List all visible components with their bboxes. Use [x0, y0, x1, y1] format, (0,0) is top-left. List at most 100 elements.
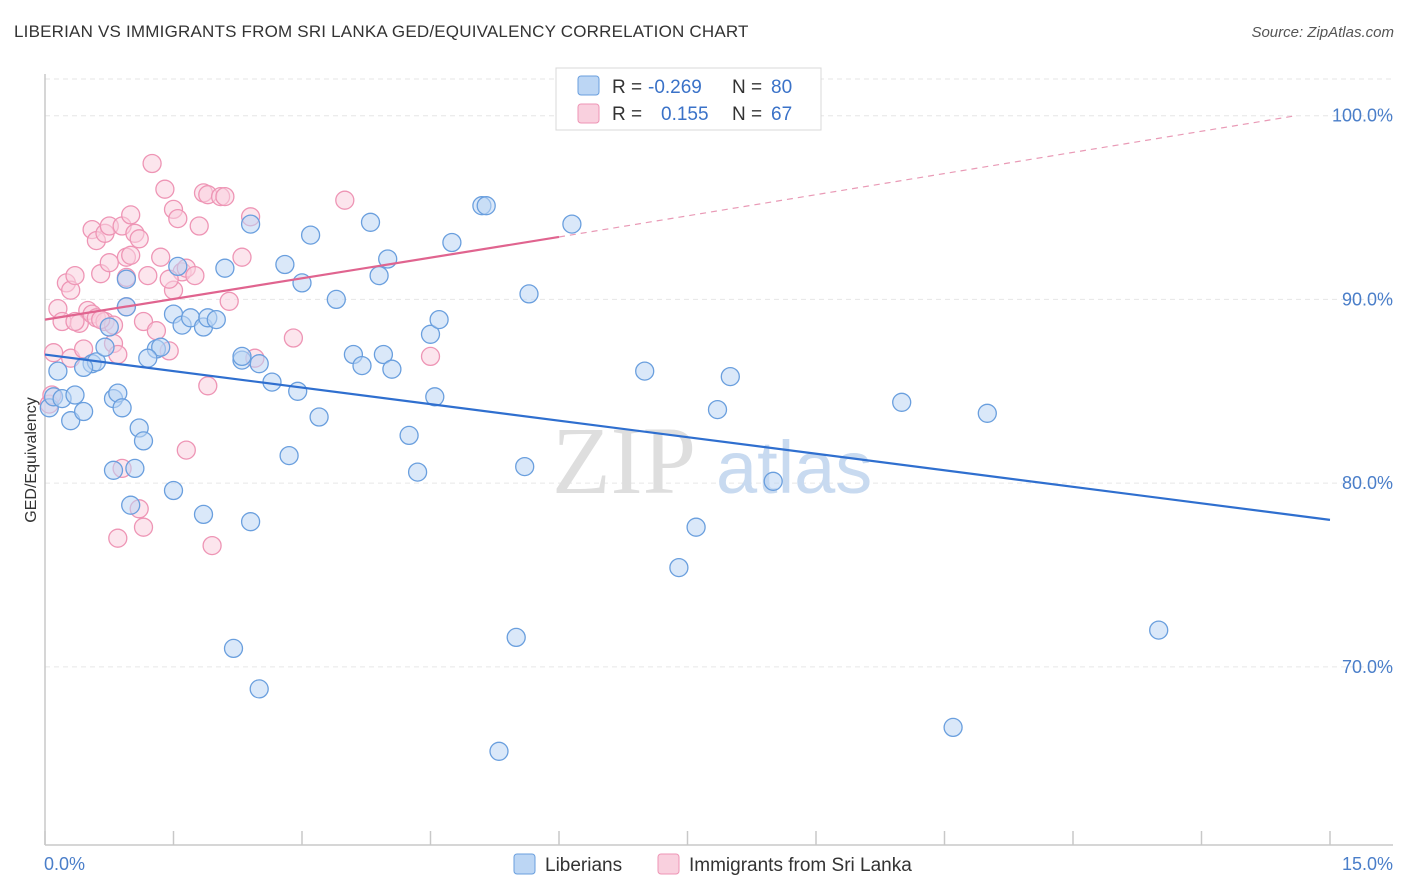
liberian-point — [300, 225, 321, 245]
series-liberians-points — [39, 196, 1169, 761]
sri-lanka-trend-line — [44, 235, 560, 321]
watermark-zip: ZIP — [552, 407, 696, 514]
correlation-legend: R = -0.269 N = 80 R = 0.155 N = 67 — [555, 67, 822, 131]
legend-swatch-pink — [577, 103, 600, 124]
liberian-point — [48, 361, 68, 381]
sri-lanka-point — [420, 346, 441, 367]
liberian-point — [420, 324, 441, 344]
y-axis-tick-labels: 100.0% 90.0% 80.0% 70.0% — [1332, 106, 1393, 677]
liberian-point — [73, 401, 94, 422]
sri-lanka-point — [108, 528, 128, 548]
liberian-point — [360, 212, 381, 232]
liberian-point — [707, 399, 728, 420]
liberian-point — [168, 256, 188, 277]
liberian-point — [669, 557, 689, 578]
liberian-point — [326, 289, 346, 310]
liberian-point — [506, 627, 526, 648]
liberians-trend-line — [44, 353, 1331, 521]
liberian-point — [429, 309, 449, 330]
sri-lanka-point — [99, 253, 119, 273]
y-axis-title: GED/Equivalency — [23, 397, 40, 522]
watermark: ZIP atlas — [552, 407, 872, 514]
sri-lanka-trend-extension — [558, 115, 1296, 238]
liberian-point — [562, 214, 582, 234]
liberian-point — [407, 462, 428, 482]
liberian-point — [519, 284, 539, 304]
liberian-point — [369, 265, 389, 286]
liberian-point — [116, 269, 137, 289]
liberian-point — [249, 354, 269, 374]
liberian-point — [352, 355, 372, 376]
sri-lanka-point — [155, 179, 175, 199]
liberian-point — [442, 232, 462, 253]
sri-lanka-point — [138, 265, 158, 286]
liberian-point — [425, 387, 445, 407]
liberian-point — [223, 638, 244, 659]
liberian-point — [476, 196, 496, 216]
liberian-point — [163, 480, 184, 501]
sri-lanka-point — [219, 291, 239, 311]
liberian-point — [382, 359, 402, 379]
sri-lanka-point — [335, 190, 355, 210]
liberian-point — [103, 460, 124, 480]
sri-lanka-point — [121, 245, 141, 265]
liberian-point — [720, 366, 740, 387]
liberian-point — [892, 392, 912, 412]
bottom-legend-label-liberians: Liberians — [545, 855, 622, 876]
legend-r-value-2: 0.155 — [661, 104, 709, 125]
sri-lanka-point — [133, 517, 154, 537]
sri-lanka-point — [189, 216, 209, 236]
liberian-point — [635, 361, 655, 381]
y-tick-label: 70.0% — [1342, 657, 1393, 677]
liberian-point — [240, 512, 261, 532]
bottom-legend-swatch-sri-lanka — [657, 853, 680, 875]
liberian-point — [977, 403, 997, 423]
legend-n-label-2: N = — [732, 104, 762, 125]
legend-swatch-blue — [577, 75, 600, 96]
liberian-point — [373, 344, 394, 365]
sri-lanka-point — [65, 311, 85, 332]
sri-lanka-point — [198, 376, 218, 396]
watermark-atlas: atlas — [716, 426, 872, 509]
sri-lanka-point — [215, 186, 235, 207]
sri-lanka-point — [232, 247, 252, 267]
y-tick-label: 90.0% — [1342, 289, 1393, 309]
liberian-point — [193, 504, 214, 525]
liberian-point — [121, 495, 141, 515]
sri-lanka-point — [185, 265, 205, 286]
liberian-point — [309, 407, 329, 427]
liberian-point — [515, 456, 535, 477]
legend-box — [555, 67, 822, 131]
liberian-point — [133, 431, 154, 451]
x-tick-label-min: 0.0% — [44, 854, 85, 874]
liberian-point — [249, 679, 269, 699]
trend-lines — [44, 115, 1331, 521]
legend-n-value-1: 80 — [771, 77, 792, 98]
legend-r-value-1: -0.269 — [648, 77, 702, 98]
legend-r-label-2: R = — [612, 104, 642, 125]
sri-lanka-point — [146, 321, 167, 341]
sri-lanka-point — [151, 247, 171, 267]
legend-n-label-1: N = — [732, 77, 762, 98]
liberian-point — [686, 517, 706, 537]
x-axis-ticks — [44, 831, 1331, 845]
bottom-legend-swatch-liberians — [513, 853, 536, 875]
liberian-point — [399, 425, 419, 446]
liberian-point — [99, 317, 119, 337]
liberian-point — [125, 458, 145, 479]
y-tick-label: 80.0% — [1342, 473, 1393, 493]
legend-r-label-1: R = — [612, 77, 642, 98]
liberian-point — [151, 337, 171, 357]
liberian-point — [215, 258, 235, 278]
liberian-point — [943, 717, 963, 738]
source-label: Source: ZipAtlas.com — [1251, 24, 1394, 41]
liberian-point — [232, 346, 252, 367]
sri-lanka-point — [121, 205, 141, 225]
series-legend: Liberians Immigrants from Sri Lanka — [513, 853, 912, 876]
liberian-point — [240, 214, 261, 234]
liberian-point — [275, 254, 295, 275]
sri-lanka-point — [43, 343, 64, 363]
liberian-point — [65, 385, 85, 405]
chart-title: LIBERIAN VS IMMIGRANTS FROM SRI LANKA GE… — [14, 22, 749, 41]
